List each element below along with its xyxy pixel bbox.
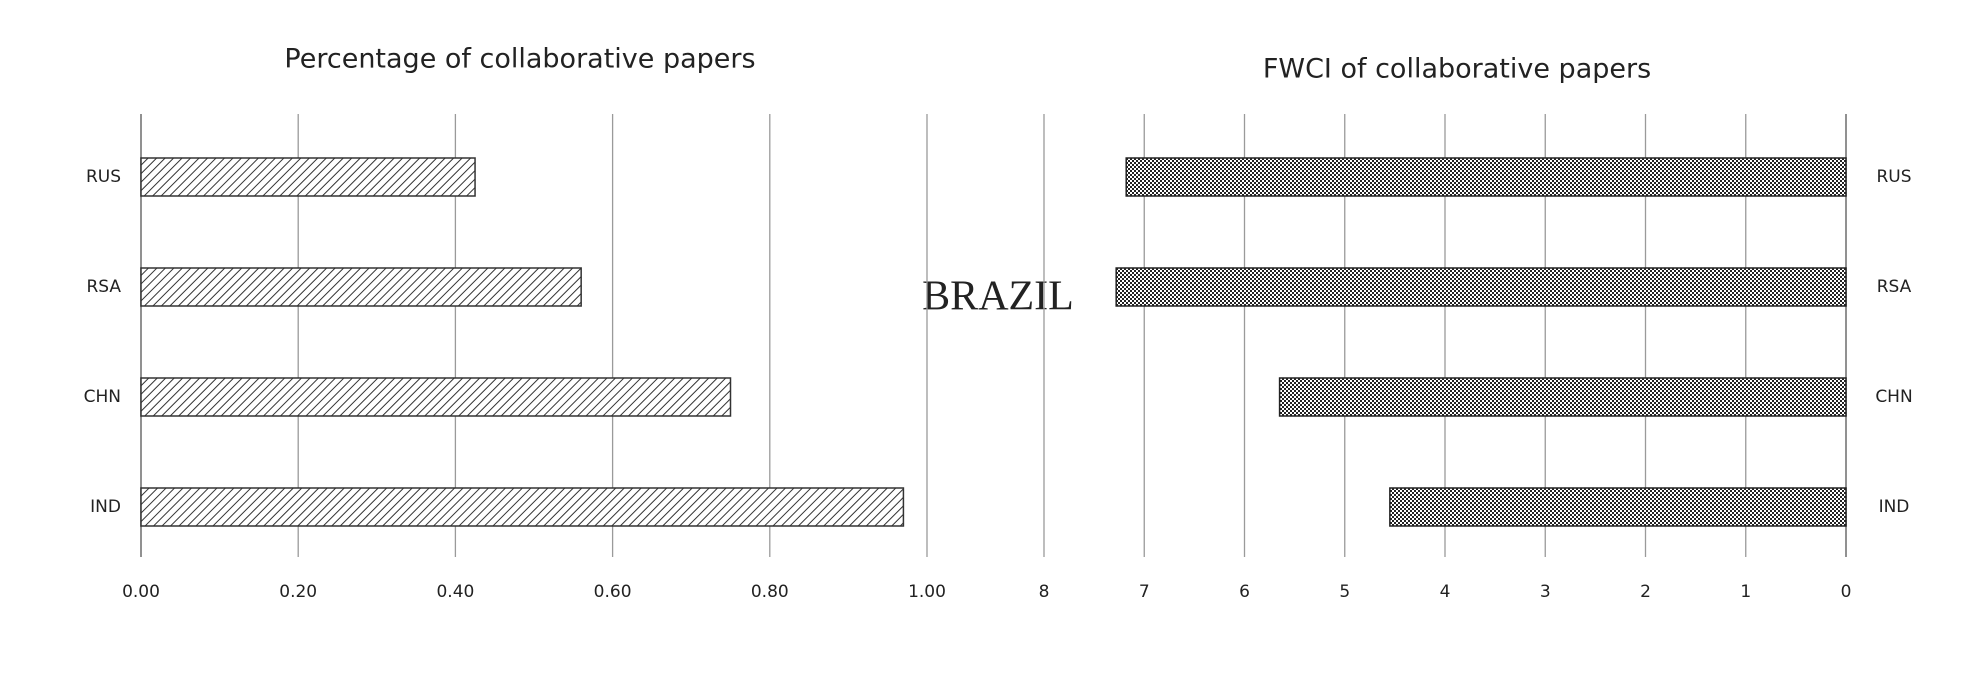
x-tick-label: 3 xyxy=(1540,582,1551,602)
x-tick-label: 6 xyxy=(1239,582,1250,602)
x-tick-label: 0.20 xyxy=(279,582,317,602)
chart-title: FWCI of collaborative papers xyxy=(1263,54,1651,85)
x-tick-label: 7 xyxy=(1139,582,1150,602)
y-tick-label: IND xyxy=(1879,497,1910,517)
bar xyxy=(140,157,476,197)
bar xyxy=(1278,377,1847,417)
y-tick-label: RSA xyxy=(1877,277,1912,297)
x-tick-label: 0.40 xyxy=(436,582,474,602)
bar xyxy=(1125,157,1847,197)
bar xyxy=(140,267,582,307)
x-tick-label: 1.00 xyxy=(908,582,946,602)
y-tick-label: CHN xyxy=(1875,387,1912,407)
chart-title: Percentage of collaborative papers xyxy=(284,44,755,75)
y-tick-label: RUS xyxy=(86,167,121,187)
center-label: BRAZIL xyxy=(922,274,1074,320)
x-tick-label: 1 xyxy=(1740,582,1751,602)
x-tick-label: 2 xyxy=(1640,582,1651,602)
x-tick-label: 0 xyxy=(1841,582,1852,602)
x-tick-label: 0.60 xyxy=(594,582,632,602)
bar xyxy=(140,487,905,527)
y-tick-label: IND xyxy=(90,497,121,517)
y-tick-label: RSA xyxy=(86,277,121,297)
x-tick-label: 0.00 xyxy=(122,582,160,602)
x-tick-label: 0.80 xyxy=(751,582,789,602)
y-tick-label: RUS xyxy=(1876,167,1911,187)
bar xyxy=(140,377,732,417)
bar xyxy=(1389,487,1847,527)
bar xyxy=(1115,267,1847,307)
x-tick-label: 5 xyxy=(1339,582,1350,602)
x-tick-label: 4 xyxy=(1440,582,1451,602)
y-tick-label: CHN xyxy=(84,387,121,407)
x-tick-label: 8 xyxy=(1039,582,1050,602)
